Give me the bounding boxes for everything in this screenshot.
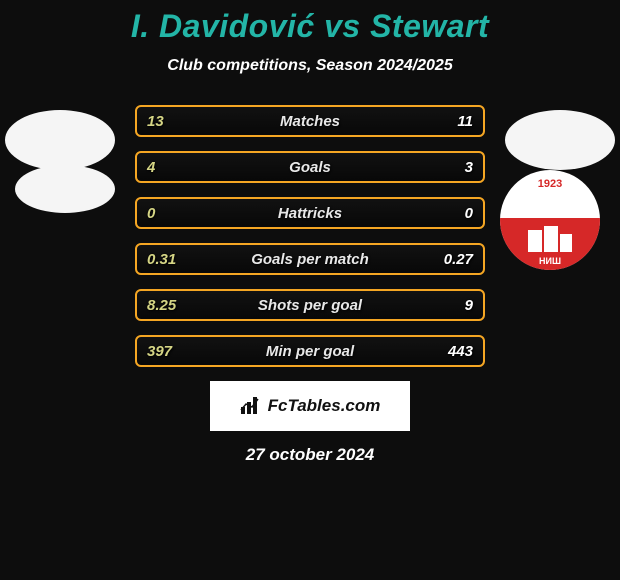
club-right-badge: 1923 НИШ: [500, 170, 600, 270]
player-left-avatar: [5, 110, 115, 170]
stat-left-value: 397: [147, 343, 187, 360]
stat-label: Min per goal: [187, 343, 433, 360]
footer-date: 27 october 2024: [0, 445, 620, 465]
stat-right-value: 0: [433, 205, 473, 222]
stat-right-value: 11: [433, 113, 473, 130]
stat-left-value: 8.25: [147, 297, 187, 314]
stats-table: 13 Matches 11 4 Goals 3 0 Hattricks 0 0.…: [135, 105, 485, 367]
stat-row: 8.25 Shots per goal 9: [135, 289, 485, 321]
stat-left-value: 13: [147, 113, 187, 130]
stat-label: Goals per match: [187, 251, 433, 268]
brand-text: FcTables.com: [268, 396, 381, 416]
stat-row: 0.31 Goals per match 0.27: [135, 243, 485, 275]
player-right-avatar: [505, 110, 615, 170]
chart-icon: [240, 397, 262, 415]
stat-left-value: 0.31: [147, 251, 187, 268]
stat-right-value: 0.27: [433, 251, 473, 268]
brand-logo: FcTables.com: [210, 381, 410, 431]
club-badge-text: НИШ: [500, 256, 600, 266]
stat-right-value: 443: [433, 343, 473, 360]
stat-right-value: 9: [433, 297, 473, 314]
club-badge-year: 1923: [500, 178, 600, 190]
stat-label: Shots per goal: [187, 297, 433, 314]
page-title: I. Davidović vs Stewart: [0, 8, 620, 45]
stat-label: Matches: [187, 113, 433, 130]
stat-label: Goals: [187, 159, 433, 176]
club-badge-buildings: [528, 226, 572, 252]
stat-row: 4 Goals 3: [135, 151, 485, 183]
comparison-card: I. Davidović vs Stewart Club competition…: [0, 0, 620, 465]
stat-left-value: 4: [147, 159, 187, 176]
club-left-badge: [15, 165, 115, 213]
stat-row: 397 Min per goal 443: [135, 335, 485, 367]
stat-right-value: 3: [433, 159, 473, 176]
stat-row: 13 Matches 11: [135, 105, 485, 137]
stat-row: 0 Hattricks 0: [135, 197, 485, 229]
stat-label: Hattricks: [187, 205, 433, 222]
subtitle: Club competitions, Season 2024/2025: [0, 57, 620, 75]
stat-left-value: 0: [147, 205, 187, 222]
